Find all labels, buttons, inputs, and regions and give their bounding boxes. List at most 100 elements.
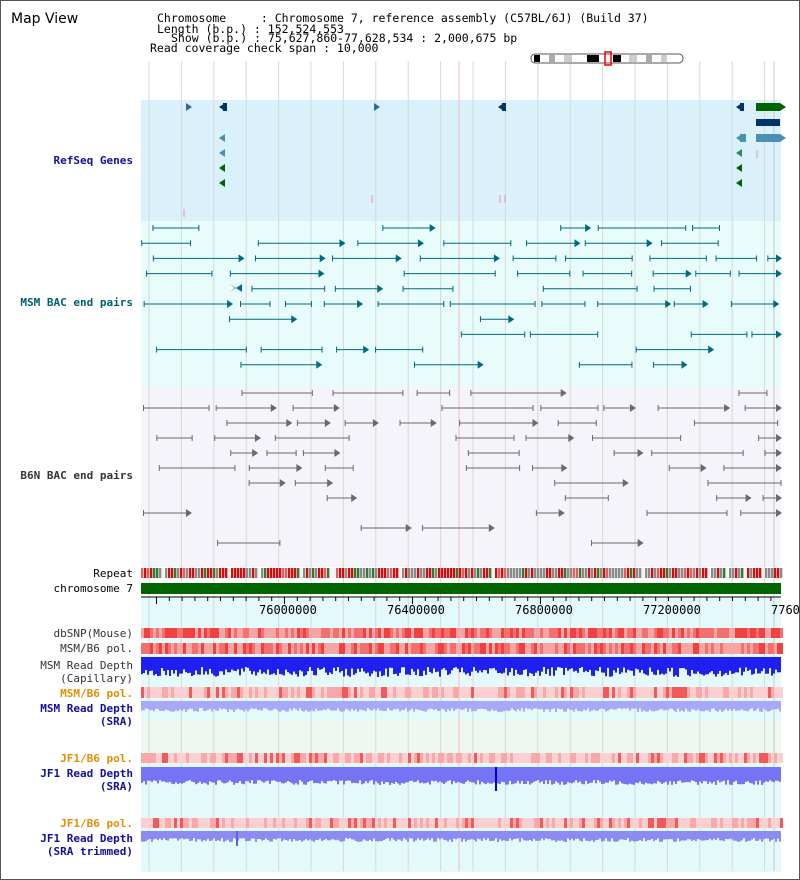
polymorphism-heat-cell <box>363 643 366 654</box>
polymorphism-heat-cell <box>663 753 666 763</box>
repeat-element <box>648 568 651 578</box>
read-depth-bar <box>323 657 325 668</box>
polymorphism-heat-cell <box>519 628 522 638</box>
msm-bac-pair-end <box>685 269 692 278</box>
polymorphism-heat-cell <box>504 628 507 638</box>
read-depth-bar <box>241 831 243 839</box>
read-depth-bar <box>147 767 149 781</box>
polymorphism-heat-cell <box>240 643 243 654</box>
polymorphism-heat-cell <box>687 643 690 654</box>
read-depth-bar <box>161 831 163 841</box>
polymorphism-heat-cell <box>153 643 156 654</box>
repeat-element <box>234 568 237 578</box>
polymorphism-heat-cell <box>525 818 528 828</box>
read-depth-bar <box>711 767 713 784</box>
polymorphism-heat-cell <box>651 628 654 638</box>
read-depth-bar <box>753 701 755 712</box>
msm-bac-pair-end <box>702 300 709 308</box>
read-depth-bar <box>271 767 273 781</box>
read-depth-bar <box>477 767 479 781</box>
read-depth-bar <box>271 831 273 842</box>
repeat-element <box>363 568 366 578</box>
b6n-bac-pair-end <box>279 479 286 487</box>
read-depth-bar <box>579 767 581 782</box>
polymorphism-heat-cell <box>777 753 780 763</box>
track-label-b6n-bac[interactable]: B6N BAC end pairs <box>20 469 133 482</box>
read-depth-bar <box>665 831 667 840</box>
polymorphism-heat-cell <box>276 643 279 654</box>
polymorphism-heat-cell <box>216 687 219 698</box>
read-depth-bar <box>305 657 307 675</box>
read-depth-bar <box>307 701 309 712</box>
polymorphism-heat-cell <box>432 643 435 654</box>
read-depth-bar <box>335 831 337 841</box>
read-depth-bar <box>433 657 435 669</box>
read-depth-bar <box>505 657 507 669</box>
polymorphism-heat-cell <box>225 643 228 654</box>
track-label-refseq[interactable]: RefSeq Genes <box>53 154 133 167</box>
read-depth-bar <box>261 767 263 782</box>
read-depth-bar <box>571 831 573 839</box>
read-depth-bar <box>693 701 695 710</box>
read-depth-bar <box>779 767 781 782</box>
read-depth-bar <box>579 831 581 841</box>
read-depth-bar <box>407 701 409 712</box>
read-depth-bar <box>181 701 183 712</box>
polymorphism-heat-cell <box>300 753 303 763</box>
refseq-gene <box>374 103 380 111</box>
read-depth-bar <box>639 701 641 709</box>
read-depth-bar <box>515 657 517 670</box>
track-label-msm-bac[interactable]: MSM BAC end pairs <box>20 296 133 309</box>
polymorphism-heat-cell <box>144 818 147 828</box>
repeat-element <box>312 568 315 578</box>
polymorphism-heat-cell <box>396 687 399 698</box>
polymorphism-heat-cell <box>357 628 360 638</box>
polymorphism-heat-cell <box>282 818 285 828</box>
polymorphism-heat-cell <box>693 628 696 638</box>
read-depth-bar <box>311 701 313 711</box>
b6n-bac-track-bg <box>141 387 781 567</box>
read-depth-bar <box>747 701 749 712</box>
read-depth-bar <box>571 767 573 784</box>
read-depth-bar <box>421 701 423 711</box>
repeat-element <box>579 568 582 578</box>
read-depth-bar <box>675 701 677 712</box>
polymorphism-heat-cell <box>360 628 363 638</box>
b6n-bac-pair-end <box>568 434 575 442</box>
read-depth-bar <box>495 657 497 671</box>
read-depth-bar <box>371 657 373 674</box>
read-depth-bar <box>579 701 581 712</box>
polymorphism-heat-cell <box>168 753 171 763</box>
polymorphism-heat-cell <box>597 818 600 828</box>
axis-tick-label: 76000000 <box>259 603 317 617</box>
read-depth-bar <box>495 701 497 711</box>
polymorphism-heat-cell <box>693 753 696 763</box>
polymorphism-heat-cell <box>546 643 549 654</box>
read-depth-bar <box>709 831 711 839</box>
read-depth-bar <box>347 831 349 839</box>
polymorphism-heat-cell <box>444 687 447 698</box>
read-depth-bar <box>247 657 249 668</box>
read-depth-bar <box>611 831 613 839</box>
polymorphism-heat-cell <box>156 753 159 763</box>
read-depth-bar <box>153 701 155 712</box>
read-depth-bar <box>773 657 775 674</box>
read-depth-bar <box>323 701 325 710</box>
read-depth-bar <box>603 831 605 841</box>
polymorphism-heat-cell <box>555 687 558 698</box>
polymorphism-heat-cell <box>531 818 534 828</box>
b6n-bac-pair-end <box>296 464 303 472</box>
polymorphism-heat-cell <box>615 753 618 763</box>
polymorphism-heat-cell <box>366 687 369 698</box>
polymorphism-heat-cell <box>633 818 636 828</box>
polymorphism-heat-cell <box>774 643 777 654</box>
read-depth-bar <box>617 831 619 842</box>
repeat-element <box>624 568 627 578</box>
read-depth-bar <box>353 831 355 840</box>
read-depth-bar <box>769 767 771 781</box>
polymorphism-heat-cell <box>594 643 597 654</box>
read-depth-bar <box>407 657 409 675</box>
polymorphism-heat-cell <box>336 687 339 698</box>
read-depth-bar <box>709 767 711 782</box>
